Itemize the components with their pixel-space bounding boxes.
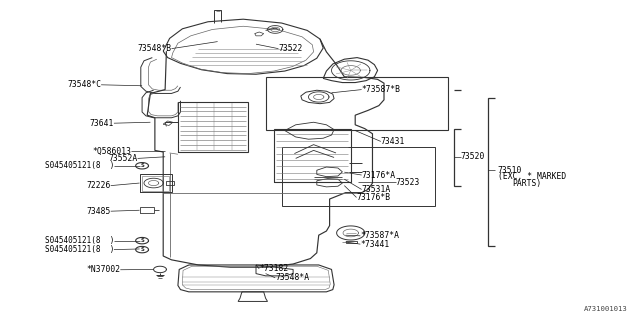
Text: *73441: *73441 [360, 240, 390, 249]
Text: 73552A: 73552A [108, 154, 138, 163]
Bar [282, 147, 435, 206]
Text: 73510: 73510 [498, 166, 522, 175]
Text: 73176*B: 73176*B [356, 193, 390, 202]
Text: 73548*A: 73548*A [275, 273, 309, 282]
Text: S045405121(8  ): S045405121(8 ) [45, 236, 114, 245]
Text: 73548*B: 73548*B [138, 44, 172, 53]
Text: *73587*A: *73587*A [360, 231, 399, 240]
Text: 73548*C: 73548*C [67, 80, 101, 89]
Text: 73431: 73431 [381, 137, 405, 146]
Text: 73520: 73520 [461, 152, 485, 161]
Text: 73523: 73523 [396, 178, 420, 187]
Text: A731001013: A731001013 [584, 306, 627, 312]
Text: S: S [140, 238, 144, 243]
Text: 73641: 73641 [90, 119, 114, 128]
Text: *Q586013: *Q586013 [92, 147, 131, 156]
Text: *73587*B: *73587*B [362, 85, 401, 94]
Text: S: S [140, 163, 144, 168]
Text: 73176*A: 73176*A [362, 171, 396, 180]
Text: 73531A: 73531A [362, 185, 391, 194]
Text: PARTS): PARTS) [512, 179, 541, 188]
Text: 73485: 73485 [86, 207, 111, 216]
Bar [266, 77, 448, 130]
Text: (EXC. * MARKED: (EXC. * MARKED [498, 172, 566, 181]
Text: S045405121(8  ): S045405121(8 ) [45, 161, 114, 170]
Text: S045405121(8  ): S045405121(8 ) [45, 245, 114, 254]
Text: *73182: *73182 [259, 264, 289, 273]
Text: 72226: 72226 [86, 181, 111, 190]
Text: 73522: 73522 [278, 44, 303, 53]
Text: *N37002: *N37002 [86, 265, 120, 274]
Text: S: S [140, 247, 144, 252]
